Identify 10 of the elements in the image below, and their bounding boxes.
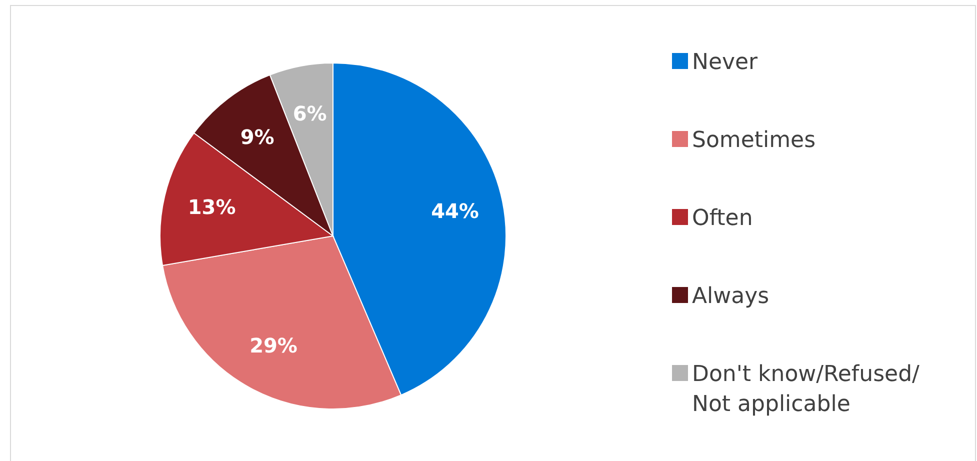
data-label: 6% <box>292 102 327 126</box>
data-label: 9% <box>240 125 274 150</box>
legend-label: Never <box>692 50 759 74</box>
data-label: 13% <box>188 195 236 220</box>
data-label: 29% <box>250 333 298 358</box>
legend-label: Always <box>692 284 770 308</box>
legend-label: Often <box>692 206 753 230</box>
legend-label: Don't know/Refused/ Not applicable <box>692 362 920 416</box>
data-label: 44% <box>431 198 479 223</box>
legend-label: Sometimes <box>692 128 816 152</box>
